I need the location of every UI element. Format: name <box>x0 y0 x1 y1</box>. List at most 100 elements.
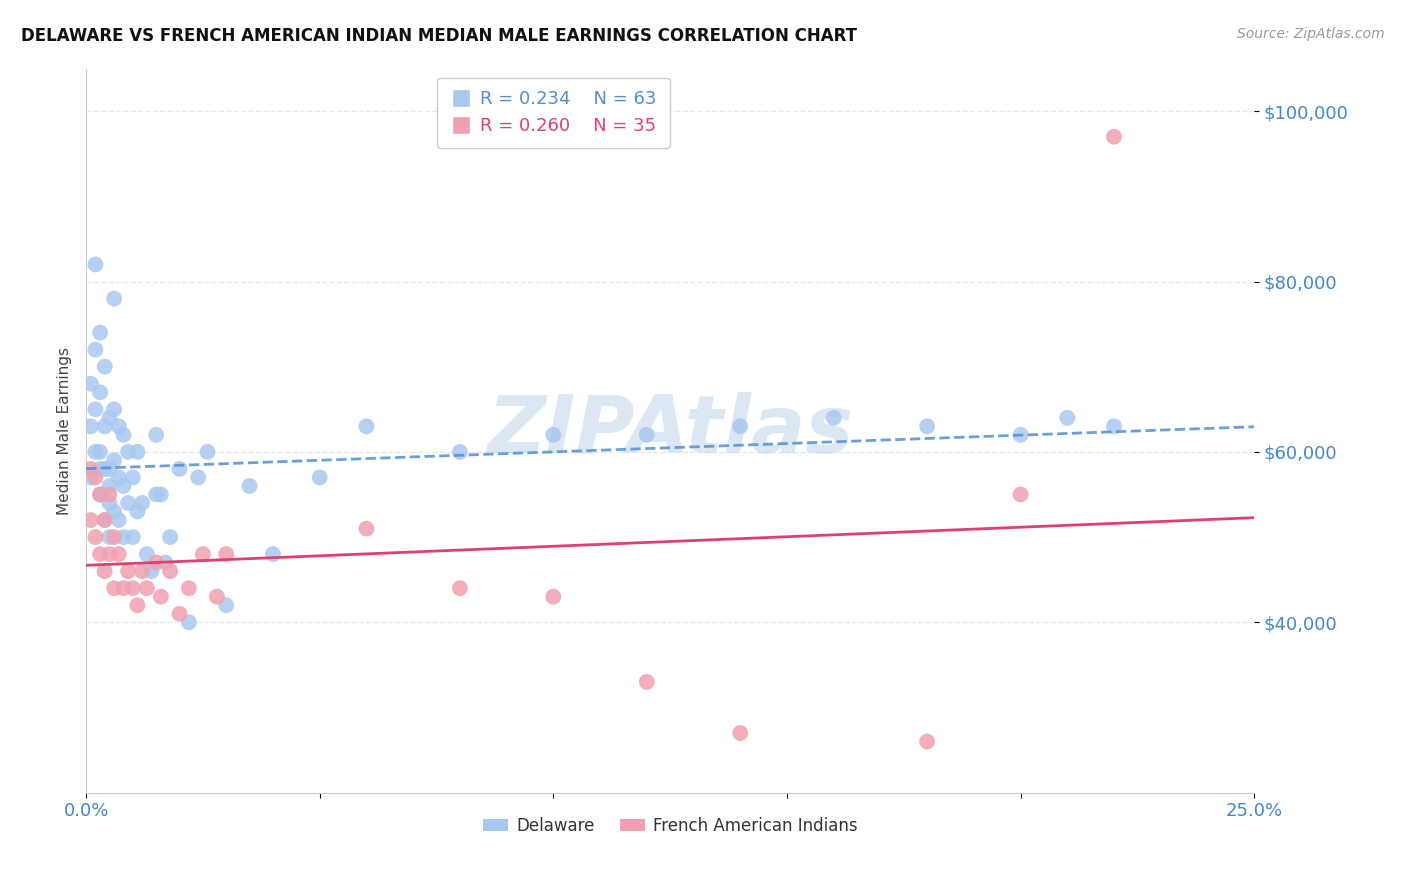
Point <box>112 530 135 544</box>
Point <box>1102 129 1125 144</box>
Point <box>262 547 284 561</box>
Point <box>636 427 658 442</box>
Point <box>169 462 191 476</box>
Point <box>149 487 172 501</box>
Point <box>135 581 157 595</box>
Point <box>543 427 565 442</box>
Point <box>127 504 149 518</box>
Point <box>127 599 149 613</box>
Point <box>98 410 121 425</box>
Point <box>117 564 139 578</box>
Point <box>94 513 117 527</box>
Point <box>84 343 107 357</box>
Point <box>84 445 107 459</box>
Point <box>728 419 751 434</box>
Point <box>308 470 330 484</box>
Point <box>449 581 471 595</box>
Point <box>728 726 751 740</box>
Point <box>80 419 103 434</box>
Point <box>915 734 938 748</box>
Point <box>1010 487 1032 501</box>
Point <box>1010 427 1032 442</box>
Point <box>121 530 143 544</box>
Point <box>89 547 111 561</box>
Point <box>356 522 378 536</box>
Point <box>127 445 149 459</box>
Text: ZIPAtlas: ZIPAtlas <box>486 392 853 469</box>
Point <box>121 470 143 484</box>
Point <box>117 496 139 510</box>
Point <box>121 581 143 595</box>
Point <box>94 513 117 527</box>
Point <box>84 257 107 271</box>
Text: DELAWARE VS FRENCH AMERICAN INDIAN MEDIAN MALE EARNINGS CORRELATION CHART: DELAWARE VS FRENCH AMERICAN INDIAN MEDIA… <box>21 27 858 45</box>
Point <box>823 410 845 425</box>
Point <box>80 462 103 476</box>
Point <box>103 581 125 595</box>
Point <box>636 674 658 689</box>
Point <box>155 556 177 570</box>
Point <box>107 419 129 434</box>
Point <box>112 581 135 595</box>
Point <box>89 487 111 501</box>
Point <box>98 479 121 493</box>
Point <box>145 556 167 570</box>
Point <box>141 564 163 578</box>
Point <box>94 462 117 476</box>
Point <box>89 385 111 400</box>
Point <box>80 376 103 391</box>
Point <box>169 607 191 621</box>
Point <box>89 487 111 501</box>
Point <box>239 479 262 493</box>
Point <box>84 470 107 484</box>
Point <box>131 564 153 578</box>
Point <box>103 453 125 467</box>
Point <box>103 292 125 306</box>
Point <box>94 359 117 374</box>
Point <box>135 547 157 561</box>
Point <box>145 427 167 442</box>
Point <box>159 530 181 544</box>
Point <box>187 470 209 484</box>
Point <box>89 462 111 476</box>
Point <box>449 445 471 459</box>
Point <box>205 590 228 604</box>
Point <box>98 487 121 501</box>
Point <box>98 547 121 561</box>
Point <box>1056 410 1078 425</box>
Point <box>915 419 938 434</box>
Point <box>215 599 238 613</box>
Point <box>107 513 129 527</box>
Point <box>215 547 238 561</box>
Point <box>177 615 200 630</box>
Point <box>103 504 125 518</box>
Y-axis label: Median Male Earnings: Median Male Earnings <box>58 347 72 515</box>
Point <box>117 445 139 459</box>
Point <box>84 530 107 544</box>
Point <box>112 427 135 442</box>
Point <box>1102 419 1125 434</box>
Point <box>112 479 135 493</box>
Point <box>103 402 125 417</box>
Point <box>107 547 129 561</box>
Point <box>94 564 117 578</box>
Point <box>98 462 121 476</box>
Point <box>356 419 378 434</box>
Point <box>89 326 111 340</box>
Legend: Delaware, French American Indians: Delaware, French American Indians <box>482 817 858 835</box>
Point <box>191 547 214 561</box>
Point <box>131 496 153 510</box>
Point <box>80 513 103 527</box>
Point <box>145 487 167 501</box>
Point <box>98 496 121 510</box>
Text: Source: ZipAtlas.com: Source: ZipAtlas.com <box>1237 27 1385 41</box>
Point <box>103 530 125 544</box>
Point <box>197 445 219 459</box>
Point <box>159 564 181 578</box>
Point <box>89 445 111 459</box>
Point <box>107 470 129 484</box>
Point <box>84 402 107 417</box>
Point <box>98 530 121 544</box>
Point <box>149 590 172 604</box>
Point <box>543 590 565 604</box>
